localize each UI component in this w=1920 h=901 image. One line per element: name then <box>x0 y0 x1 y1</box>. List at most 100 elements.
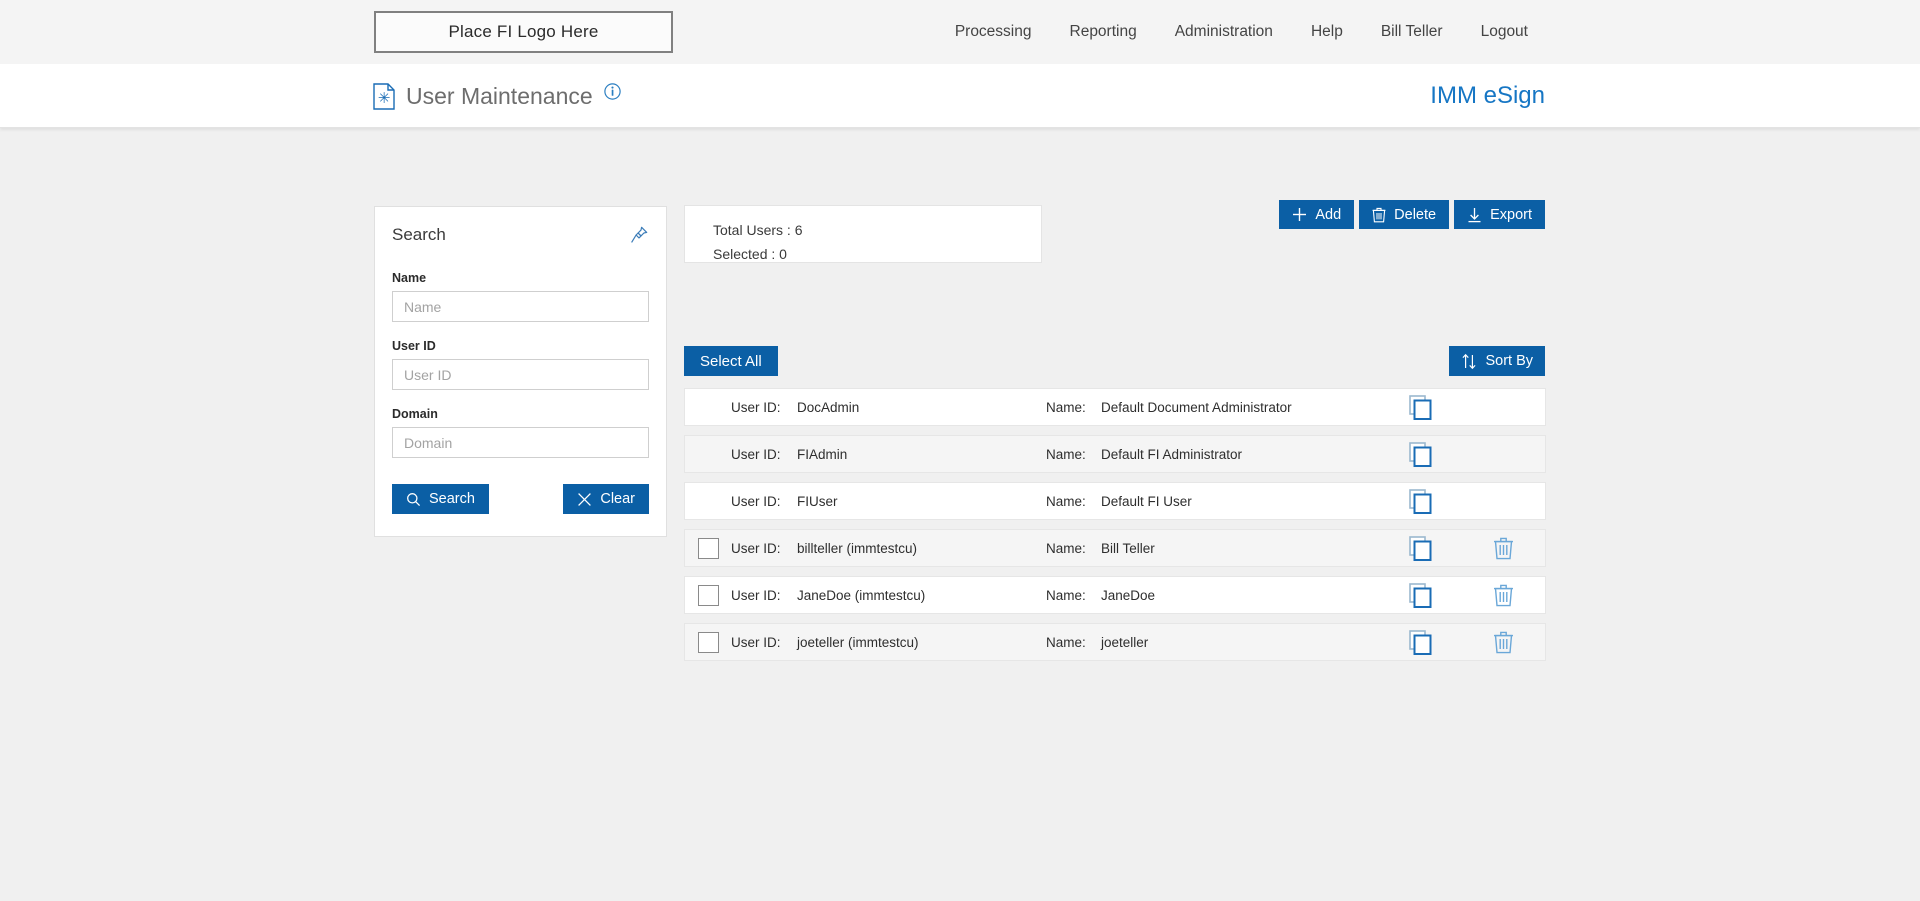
copy-icon[interactable] <box>1379 488 1461 514</box>
row-trash-icon[interactable] <box>1461 583 1545 607</box>
selected-count: Selected : 0 <box>713 246 787 262</box>
copy-icon-svg <box>1408 488 1431 514</box>
row-checkbox[interactable] <box>697 631 719 653</box>
copy-icon[interactable] <box>1379 535 1461 561</box>
document-asterisk-icon: ✳ <box>373 82 395 110</box>
name-value: Bill Teller <box>1101 540 1155 556</box>
page-title: User Maintenance <box>406 82 593 109</box>
sort-by-button-label: Sort By <box>1485 353 1533 369</box>
copy-icon[interactable] <box>1379 582 1461 608</box>
user-id-column-label: User ID: <box>731 540 781 556</box>
close-x-icon <box>577 492 592 507</box>
row-checkbox[interactable] <box>697 537 719 559</box>
user-id-column-label: User ID: <box>731 493 781 509</box>
download-arrow-icon <box>1467 207 1482 223</box>
user-id-cell: User ID: JaneDoe (immtestcu) <box>731 588 1046 603</box>
nav-item-logout[interactable]: Logout <box>1480 23 1528 40</box>
user-list-table: User ID: DocAdmin Name: Default Document Ad… <box>684 388 1546 670</box>
nav-item-reporting[interactable]: Reporting <box>1069 23 1137 40</box>
add-button[interactable]: Add <box>1279 200 1355 229</box>
add-button-label: Add <box>1315 206 1342 223</box>
nav-item-administration[interactable]: Administration <box>1174 23 1273 40</box>
copy-icon[interactable] <box>1379 394 1461 420</box>
table-row[interactable]: User ID: joeteller (immtestcu) Name: joetel… <box>684 623 1546 661</box>
export-button-label: Export <box>1490 206 1532 223</box>
row-trash-icon[interactable] <box>1461 536 1545 560</box>
search-field-domain: Domain <box>392 407 649 475</box>
user-id-cell: User ID: joeteller (immtestcu) <box>731 635 1046 650</box>
select-all-button[interactable]: Select All <box>684 346 778 376</box>
user-id-cell: User ID: billteller (immtestcu) <box>731 541 1046 556</box>
delete-button-label: Delete <box>1394 206 1437 223</box>
name-value: Default Document Administrator <box>1101 399 1292 415</box>
name-cell: Name: Bill Teller <box>1046 541 1379 556</box>
nav-item-processing[interactable]: Processing <box>954 23 1032 40</box>
user-summary-box: Total Users : 6 Selected : 0 <box>684 205 1042 263</box>
top-bar: Place FI Logo Here Processing Reporting Ad… <box>0 0 1920 64</box>
name-column-label: Name: <box>1046 587 1086 603</box>
name-field-label: Name <box>392 271 427 285</box>
copy-icon-svg <box>1408 535 1431 561</box>
search-button[interactable]: Search <box>392 484 489 514</box>
search-field-userid: User ID <box>392 339 649 407</box>
name-column-label: Name: <box>1046 540 1086 556</box>
search-panel-header: Search <box>392 225 649 245</box>
info-icon[interactable] <box>603 82 621 110</box>
name-column-label: Name: <box>1046 634 1086 650</box>
table-row[interactable]: User ID: DocAdmin Name: Default Document Ad… <box>684 388 1546 426</box>
sort-arrows-icon <box>1461 353 1477 370</box>
fi-logo-placeholder: Place FI Logo Here <box>374 11 673 53</box>
name-value: JaneDoe <box>1101 587 1156 603</box>
clear-button[interactable]: Clear <box>563 484 649 514</box>
name-column-label: Name: <box>1046 493 1086 509</box>
row-checkbox-cell <box>685 584 731 606</box>
delete-button[interactable]: Delete <box>1359 200 1450 229</box>
name-cell: Name: JaneDoe <box>1046 588 1379 603</box>
total-users-count: Total Users : 6 <box>713 222 803 238</box>
magnifier-icon <box>406 492 421 507</box>
table-row[interactable]: User ID: billteller (immtestcu) Name: Bill … <box>684 529 1546 567</box>
nav-item-bill-teller[interactable]: Bill Teller <box>1380 23 1443 40</box>
plus-icon <box>1292 207 1307 222</box>
user-id-column-label: User ID: <box>731 587 781 603</box>
copy-icon-svg <box>1408 394 1431 420</box>
name-cell: Name: Default FI Administrator <box>1046 447 1379 462</box>
row-trash-icon[interactable] <box>1461 630 1545 654</box>
row-checkbox[interactable] <box>697 584 719 606</box>
brand-logo: IMM eSign <box>1430 64 1545 128</box>
table-row[interactable]: User ID: FIAdmin Name: Default FI Administr… <box>684 435 1546 473</box>
search-panel-buttons: Search Clear <box>392 484 649 514</box>
sort-by-button[interactable]: Sort By <box>1449 346 1545 376</box>
copy-icon-svg <box>1408 629 1431 655</box>
row-checkbox-cell <box>685 537 731 559</box>
clear-button-label: Clear <box>600 491 635 507</box>
svg-text:✳: ✳ <box>378 89 391 107</box>
primary-navigation: Processing Reporting Administration Help Bil… <box>955 0 1920 64</box>
copy-icon[interactable] <box>1379 629 1461 655</box>
name-column-label: Name: <box>1046 446 1086 462</box>
user-id-cell: User ID: FIAdmin <box>731 447 1046 462</box>
row-checkbox-cell <box>685 631 731 653</box>
user-id-cell: User ID: DocAdmin <box>731 400 1046 415</box>
name-input[interactable] <box>392 291 649 322</box>
user-id-column-label: User ID: <box>731 634 781 650</box>
name-cell: Name: Default Document Administrator <box>1046 400 1379 415</box>
table-row[interactable]: User ID: FIUser Name: Default FI User <box>684 482 1546 520</box>
name-cell: Name: Default FI User <box>1046 494 1379 509</box>
copy-icon-svg <box>1408 582 1431 608</box>
pin-icon[interactable] <box>629 225 649 245</box>
table-row[interactable]: User ID: JaneDoe (immtestcu) Name: JaneDoe <box>684 576 1546 614</box>
nav-item-help[interactable]: Help <box>1310 23 1343 40</box>
user-id-column-label: User ID: <box>731 399 781 415</box>
brand-label: IMM eSign <box>1430 82 1545 109</box>
trash-icon-svg <box>1493 631 1513 654</box>
toolbar-actions: Add Delete <box>1279 200 1545 229</box>
export-button[interactable]: Export <box>1454 200 1545 229</box>
domain-input[interactable] <box>392 427 649 458</box>
user-id-input[interactable] <box>392 359 649 390</box>
user-id-value: FIAdmin <box>797 446 848 462</box>
user-id-value: joeteller (immtestcu) <box>797 634 919 650</box>
copy-icon-svg <box>1408 441 1431 467</box>
copy-icon[interactable] <box>1379 441 1461 467</box>
page-title-group: ✳ User Maintenance <box>373 64 621 128</box>
